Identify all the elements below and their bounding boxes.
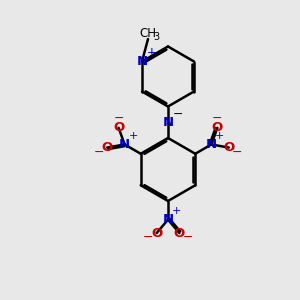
Text: −: − [232, 146, 242, 159]
Text: N: N [136, 55, 148, 68]
Text: O: O [212, 121, 223, 134]
Text: O: O [151, 226, 162, 240]
Text: 3: 3 [153, 32, 160, 42]
Text: O: O [102, 141, 113, 154]
Text: N: N [162, 116, 174, 130]
Text: −: − [212, 112, 222, 125]
Text: +: + [147, 46, 157, 59]
Text: −: − [114, 112, 124, 125]
Text: −: − [182, 231, 193, 244]
Text: −: − [173, 108, 183, 121]
Text: N: N [119, 138, 130, 151]
Text: N: N [206, 138, 217, 151]
Text: −: − [94, 146, 104, 159]
Text: O: O [174, 226, 185, 240]
Text: CH: CH [140, 26, 157, 40]
Text: N: N [162, 213, 174, 226]
Text: O: O [113, 121, 124, 134]
Text: +: + [128, 131, 138, 141]
Text: O: O [223, 141, 234, 154]
Text: +: + [215, 131, 224, 141]
Text: −: − [143, 231, 153, 244]
Text: +: + [172, 206, 181, 216]
